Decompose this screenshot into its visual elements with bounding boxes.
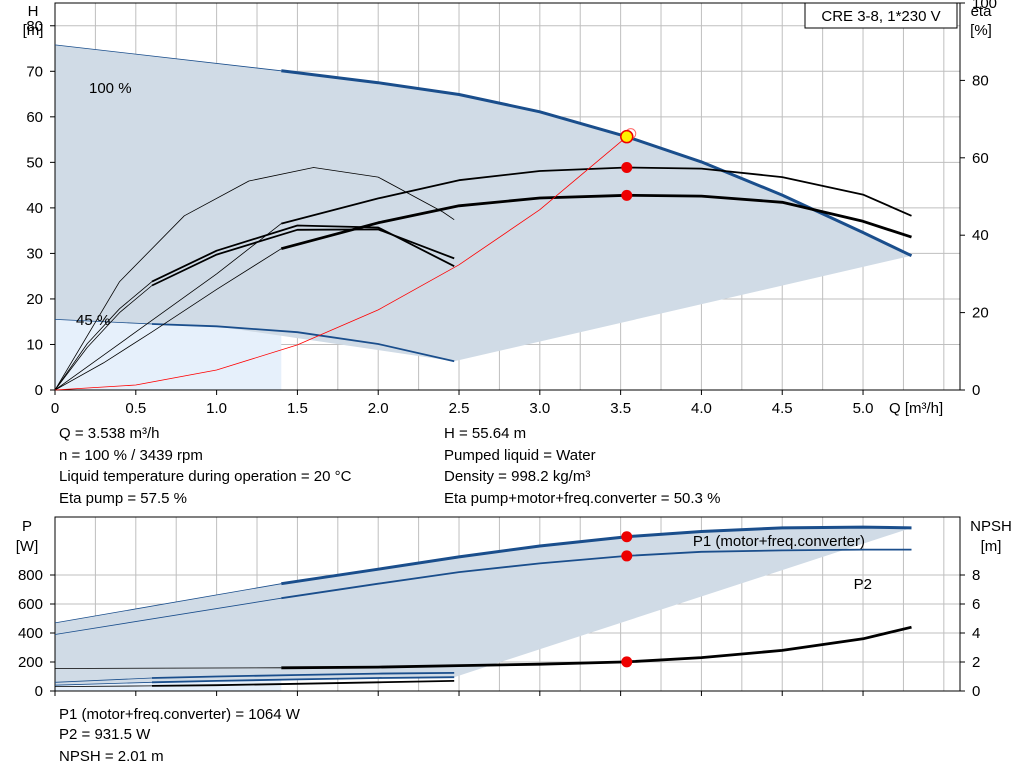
top-series-eta-pump-min (151, 224, 455, 283)
top-series-eta-pump-max-ext (54, 223, 282, 391)
title-box (804, 2, 958, 29)
info-p2: P2 = 931.5 W (59, 726, 151, 743)
power-point (621, 550, 633, 562)
x-tick-label: 3.5 (610, 400, 631, 417)
eta-axis-unit: [%] (970, 22, 992, 39)
npsh-axis-title: NPSH (970, 518, 1012, 535)
y-tick-label: 40 (26, 200, 43, 217)
y-right-tick-label: 100 (972, 0, 997, 12)
y-tick-label: 70 (26, 63, 43, 80)
y-right-tick-label: 80 (972, 72, 989, 89)
bottom-series-p2-ext (54, 597, 282, 635)
y-tick-label: 80 (26, 18, 43, 35)
info-liquid: Pumped liquid = Water (444, 447, 596, 464)
info-temp: Liquid temperature during operation = 20… (59, 468, 352, 485)
power-point (621, 656, 633, 668)
bottom-series-p2-min (151, 676, 455, 684)
y-tick-label: 60 (26, 109, 43, 126)
y-tick-label: 30 (26, 245, 43, 262)
top-series-eta-100pct-speed-curve (54, 167, 455, 391)
info-n: n = 100 % / 3439 rpm (59, 447, 203, 464)
eta-axis-title: eta (971, 3, 993, 20)
y-right-tick-label: 0 (972, 382, 980, 399)
bottom-series-p1-ext (54, 583, 282, 624)
top-series-system-curve (54, 136, 628, 391)
x-tick-label: 1.0 (206, 400, 227, 417)
speed-label-45: 45 % (76, 312, 110, 329)
x-tick-label: 4.0 (691, 400, 712, 417)
p-axis-unit: [W] (16, 538, 39, 555)
top-series-eta-total-min (151, 228, 455, 287)
info-q: Q = 3.538 m³/h (59, 425, 160, 442)
x-tick-label: 1.5 (287, 400, 308, 417)
top-frame-over (54, 2, 961, 391)
bottom-series-p1-min-ext (54, 677, 153, 683)
x-tick-label: 2.5 (449, 400, 470, 417)
p-tick-label: 800 (18, 567, 43, 584)
series-label-p1: P1 (motor+freq.converter) (693, 533, 865, 550)
x-tick-label: 5.0 (853, 400, 874, 417)
npsh-tick-label: 4 (972, 625, 980, 642)
top-series-h-min (151, 323, 455, 363)
top-series-h-min-extension (54, 319, 153, 325)
eta-point (621, 161, 633, 173)
x-tick-label: 0 (51, 400, 59, 417)
q-axis-title: Q [m³/h] (889, 400, 943, 417)
y-tick-label: 10 (26, 336, 43, 353)
bottom-series-npsh-min-ext (54, 685, 153, 687)
y-tick-label: 0 (35, 382, 43, 399)
chart-title: CRE 3-8, 1*230 V (821, 8, 940, 25)
y-tick-label: 50 (26, 154, 43, 171)
info-npsh: NPSH = 2.01 m (59, 748, 164, 765)
y-right-tick-label: 40 (972, 227, 989, 244)
bottom-series-npsh-min (151, 680, 455, 687)
bottom-series-p1-min (151, 672, 455, 679)
info-density: Density = 998.2 kg/m³ (444, 468, 591, 485)
top-series-eta-pump-min-ext (54, 281, 153, 391)
series-label-p2: P2 (854, 576, 872, 593)
x-tick-label: 0.5 (125, 400, 146, 417)
bottom-area (55, 527, 912, 686)
npsh-tick-label: 2 (972, 654, 980, 671)
info-eta-total: Eta pump+motor+freq.converter = 50.3 % (444, 490, 721, 507)
info-h: H = 55.64 m (444, 425, 527, 442)
info-eta-pump: Eta pump = 57.5 % (59, 490, 187, 507)
speed-label-100: 100 % (89, 80, 132, 97)
y-right-tick-label: 20 (972, 305, 989, 322)
top-series-h-max-extension (54, 44, 282, 72)
npsh-axis-unit: [m] (981, 538, 1002, 555)
npsh-tick-label: 8 (972, 567, 980, 584)
info-p1: P1 (motor+freq.converter) = 1064 W (59, 706, 300, 723)
npsh-tick-label: 6 (972, 596, 980, 613)
x-tick-label: 4.5 (772, 400, 793, 417)
y-right-tick-label: 60 (972, 150, 989, 167)
power-point (621, 531, 633, 543)
p-tick-label: 600 (18, 596, 43, 613)
npsh-tick-label: 0 (972, 683, 980, 700)
h-axis-title: H (28, 3, 39, 20)
y-tick-label: 20 (26, 291, 43, 308)
duty-point (620, 129, 634, 144)
x-tick-label: 2.0 (368, 400, 389, 417)
p-tick-label: 0 (35, 683, 43, 700)
bottom-series-npsh-ext (54, 667, 282, 669)
x-tick-label: 3.0 (529, 400, 550, 417)
bottom-series-p2-min-ext (54, 681, 153, 686)
top-series-eta-total-max-ext (54, 248, 282, 391)
p-tick-label: 400 (18, 625, 43, 642)
eta-point (621, 189, 633, 201)
p-tick-label: 200 (18, 654, 43, 671)
h-axis-unit: [m] (23, 22, 44, 39)
top-series-eta-total-min-ext (54, 285, 153, 391)
p-axis-title: P (22, 518, 32, 535)
